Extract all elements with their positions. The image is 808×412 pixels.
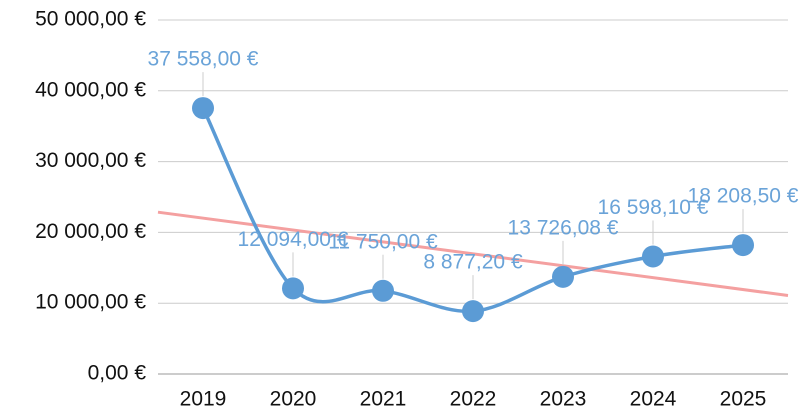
x-tick-label: 2025 [720, 388, 767, 411]
y-tick-label: 30 000,00 € [35, 149, 146, 172]
x-tick-label: 2023 [540, 388, 587, 411]
data-label: 8 877,20 € [423, 251, 523, 274]
x-tick-label: 2024 [630, 388, 677, 411]
marker [732, 234, 754, 257]
y-tick-label: 0,00 € [88, 362, 147, 385]
marker [372, 279, 394, 302]
data-label: 11 750,00 € [328, 230, 438, 253]
marker [462, 300, 484, 323]
y-tick-label: 40 000,00 € [35, 78, 146, 101]
data-label: 37 558,00 € [148, 48, 259, 71]
x-tick-label: 2021 [360, 388, 407, 411]
data-label: 12 094,00 € [238, 228, 349, 251]
data-label: 13 726,08 € [508, 216, 619, 239]
x-tick-label: 2019 [180, 388, 227, 411]
trend-line [157, 210, 789, 297]
y-tick-label: 20 000,00 € [35, 220, 146, 243]
y-tick-label: 10 000,00 € [35, 291, 146, 314]
marker [552, 265, 574, 288]
y-tick-label: 50 000,00 € [35, 8, 146, 31]
marker [192, 97, 214, 120]
marker [642, 245, 664, 268]
data-label: 18 208,50 € [688, 185, 799, 208]
marker [282, 277, 304, 300]
data-label: 16 598,10 € [598, 196, 709, 219]
x-tick-label: 2020 [270, 388, 317, 411]
x-tick-label: 2022 [450, 388, 497, 411]
